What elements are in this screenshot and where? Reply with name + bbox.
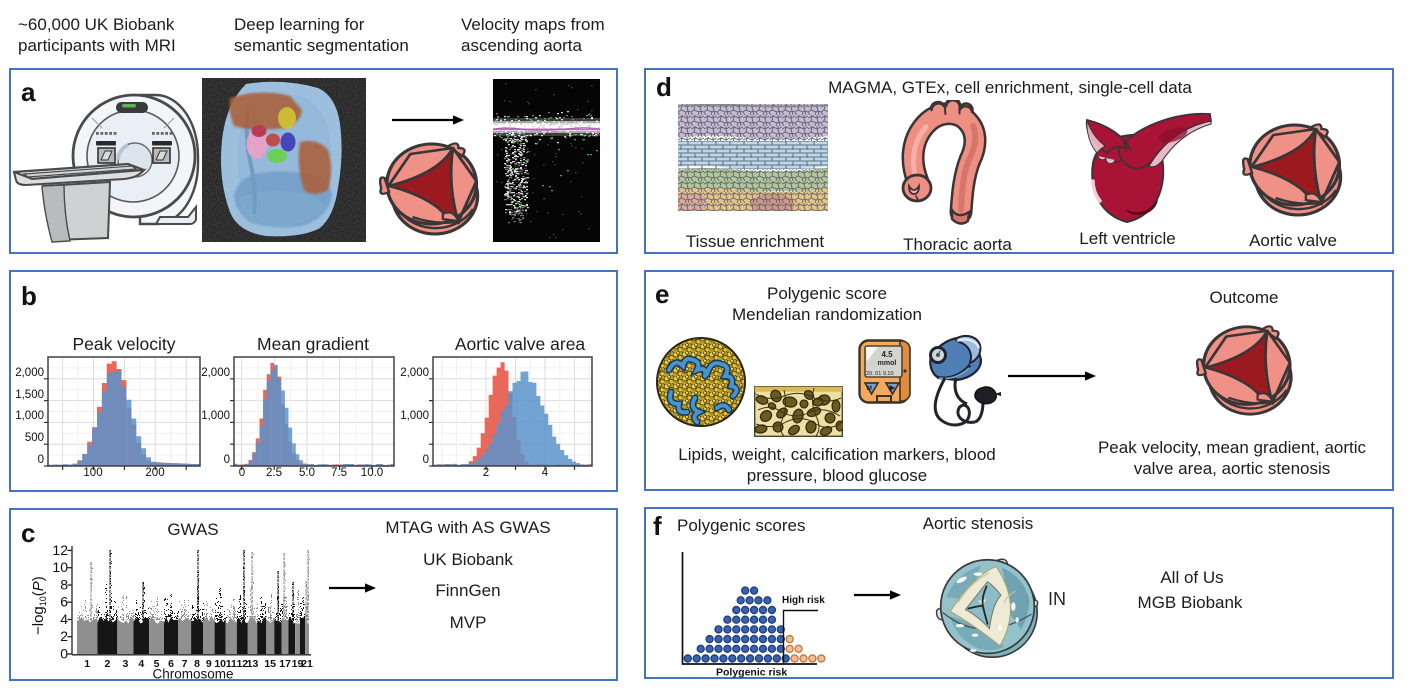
svg-text:13: 13 [247,658,259,670]
svg-text:Chromosome: Chromosome [152,667,233,682]
svg-text:12: 12 [236,658,248,670]
svg-text:2: 2 [60,628,68,644]
svg-text:4.5: 4.5 [881,350,893,359]
svg-text:21: 21 [301,658,313,670]
svg-text:6: 6 [168,658,174,670]
svg-text:19: 19 [292,658,304,670]
svg-text:4: 4 [138,658,144,670]
svg-text:8: 8 [194,658,200,670]
svg-text:17: 17 [279,658,291,670]
svg-text:5: 5 [154,658,160,670]
svg-text:20. 01 9.10: 20. 01 9.10 [866,371,894,377]
svg-text:3: 3 [122,658,128,670]
svg-text:6: 6 [60,594,68,610]
svg-text:12: 12 [52,543,68,558]
svg-text:2: 2 [104,658,110,670]
svg-text:10: 10 [214,658,226,670]
svg-text:M: M [867,385,872,392]
svg-text:4: 4 [60,611,68,627]
svg-text:0: 0 [60,646,68,662]
svg-text:−log10(P): −log10(P) [30,576,48,635]
svg-text:10: 10 [52,559,68,575]
svg-text:1: 1 [84,658,90,670]
svg-text:High risk: High risk [782,595,825,606]
svg-text:Polygenic risk: Polygenic risk [716,667,787,679]
svg-text:11: 11 [226,658,237,670]
svg-text:8: 8 [60,577,68,593]
svg-text:9: 9 [206,658,212,670]
svg-text:15: 15 [264,658,276,670]
svg-text:7: 7 [182,658,188,670]
svg-text:mmol: mmol [878,360,897,367]
